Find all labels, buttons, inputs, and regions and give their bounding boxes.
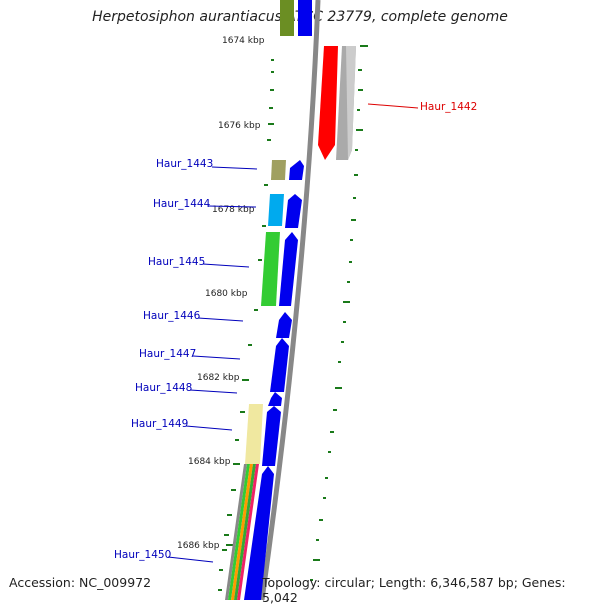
tick-label: 1676 kbp [218, 121, 261, 131]
gene-label-haur-1446: Haur_1446 [143, 310, 201, 322]
gene-label-haur-1442: Haur_1442 [420, 101, 477, 113]
gene-label-haur-1444: Haur_1444 [153, 198, 211, 210]
gene-label-haur-1443: Haur_1443 [156, 158, 213, 170]
tick-label: 1684 kbp [188, 457, 231, 467]
gene-label-haur-1449: Haur_1449 [131, 418, 188, 430]
accession-text: Accession: NC_009972 [9, 575, 152, 590]
forward-strand-genes [225, 0, 312, 600]
gene-label-haur-1448: Haur_1448 [135, 382, 192, 394]
tick-label: 1686 kbp [177, 541, 220, 551]
tick-label: 1674 kbp [222, 36, 265, 46]
tick-label: 1682 kbp [197, 373, 240, 383]
reverse-strand-genes [318, 46, 356, 160]
gene-labels: Haur_1442 Haur_1443 Haur_1444 Haur_1445 … [114, 101, 477, 563]
gene-label-haur-1447: Haur_1447 [139, 348, 196, 360]
tick-label: 1678 kbp [212, 205, 255, 215]
ruler-labels: 1674 kbp 1676 kbp 1678 kbp 1680 kbp 1682… [177, 36, 265, 551]
tick-label: 1680 kbp [205, 289, 248, 299]
gene-label-haur-1450: Haur_1450 [114, 549, 171, 561]
gene-label-haur-1445: Haur_1445 [148, 256, 205, 268]
genome-backbone [259, 0, 321, 600]
topology-text: Topology: circular; Length: 6,346,587 bp… [262, 575, 566, 605]
